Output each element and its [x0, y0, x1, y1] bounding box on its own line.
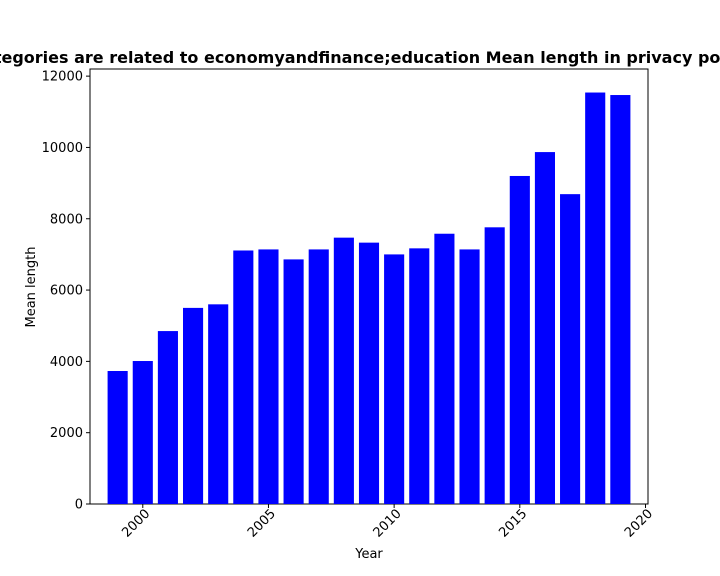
- x-tick-label: 2010: [371, 507, 405, 541]
- bar-2010: [384, 254, 405, 504]
- x-axis-ticks: 2000 2005 2010 2015 2020: [119, 504, 656, 541]
- x-axis-label: Year: [354, 547, 383, 562]
- y-tick-label: 10000: [42, 141, 83, 156]
- x-tick-label: 2015: [496, 507, 530, 541]
- chart-title: Categories are related to economyandfina…: [0, 48, 720, 67]
- bars: [107, 92, 631, 505]
- bar-2011: [409, 248, 430, 504]
- x-tick-label: 2020: [622, 507, 656, 541]
- y-tick-label: 2000: [50, 426, 83, 441]
- bar-2018: [585, 92, 606, 504]
- y-tick-label: 4000: [50, 355, 83, 370]
- bar-2017: [560, 194, 581, 504]
- bar-2008: [333, 237, 354, 504]
- x-tick-label: 2005: [245, 507, 279, 541]
- y-tick-label: 12000: [42, 70, 83, 85]
- y-tick-label: 6000: [50, 284, 83, 299]
- y-tick-label: 8000: [50, 212, 83, 227]
- bar-2009: [358, 242, 380, 504]
- bar-2001: [157, 331, 178, 504]
- bar-2016: [534, 152, 555, 504]
- y-tick-label: 0: [75, 498, 83, 513]
- bar-2012: [434, 233, 455, 505]
- y-axis-label: Mean length: [24, 247, 39, 328]
- bar-2005: [258, 249, 279, 504]
- bar-1999: [107, 371, 128, 504]
- bar-2006: [283, 259, 304, 504]
- bar-2015: [509, 175, 530, 504]
- x-tick-label: 2000: [119, 507, 153, 541]
- bar-2003: [208, 304, 229, 504]
- bar-2014: [484, 227, 505, 504]
- bar-2007: [308, 249, 329, 504]
- bar-2000: [132, 361, 153, 504]
- y-axis-ticks: 0 2000 4000 6000 8000 10000 12000: [42, 70, 90, 513]
- bar-2013: [459, 249, 480, 504]
- bar-2019: [610, 95, 631, 504]
- bar-2004: [233, 250, 254, 504]
- bar-2002: [183, 307, 204, 504]
